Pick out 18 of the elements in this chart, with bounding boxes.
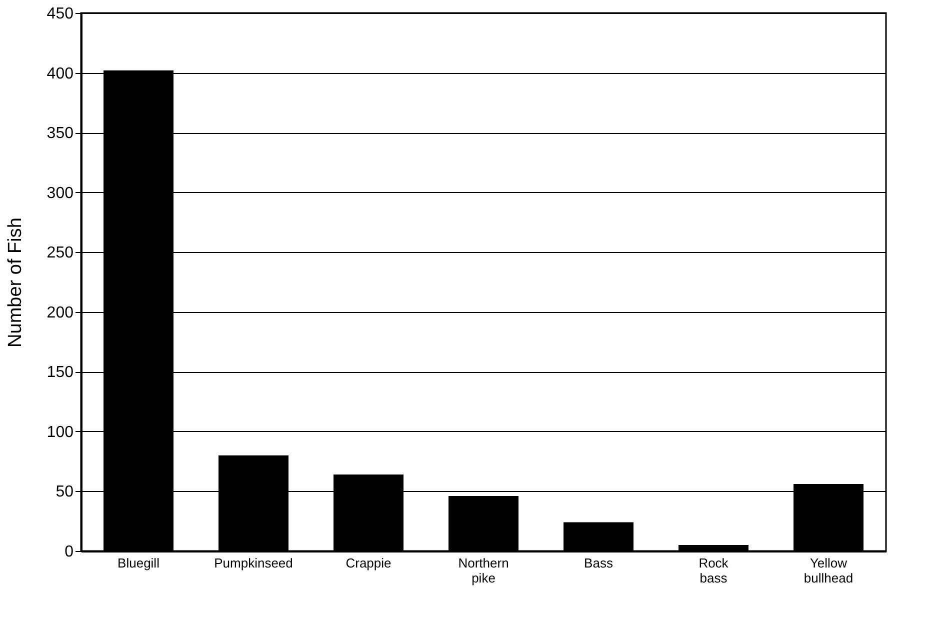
y-tick-label: 200 bbox=[46, 304, 74, 322]
y-tick-label: 150 bbox=[46, 364, 74, 382]
y-tick-label: 50 bbox=[56, 484, 74, 501]
y-tick-label: 250 bbox=[46, 244, 74, 262]
x-tick-label: Rock bass bbox=[698, 556, 729, 586]
x-tick-label: Crappie bbox=[346, 556, 392, 570]
y-tick-label: 100 bbox=[46, 424, 74, 441]
y-tick-label: 350 bbox=[46, 125, 74, 142]
y-tick-label: 450 bbox=[46, 6, 74, 22]
x-tick-label: Bass bbox=[584, 556, 614, 570]
x-tick-label: Northern pike bbox=[458, 556, 509, 586]
y-tick-label: 300 bbox=[46, 184, 74, 202]
y-tick-label: 0 bbox=[64, 544, 74, 560]
y-axis-title: Number of Fish bbox=[4, 218, 26, 348]
x-tick-label: Yellow bullhead bbox=[804, 556, 854, 586]
x-tick-label: Pumpkinseed bbox=[214, 556, 293, 570]
y-tick-label: 400 bbox=[46, 65, 74, 82]
x-tick-label: Bluegill bbox=[118, 556, 160, 570]
